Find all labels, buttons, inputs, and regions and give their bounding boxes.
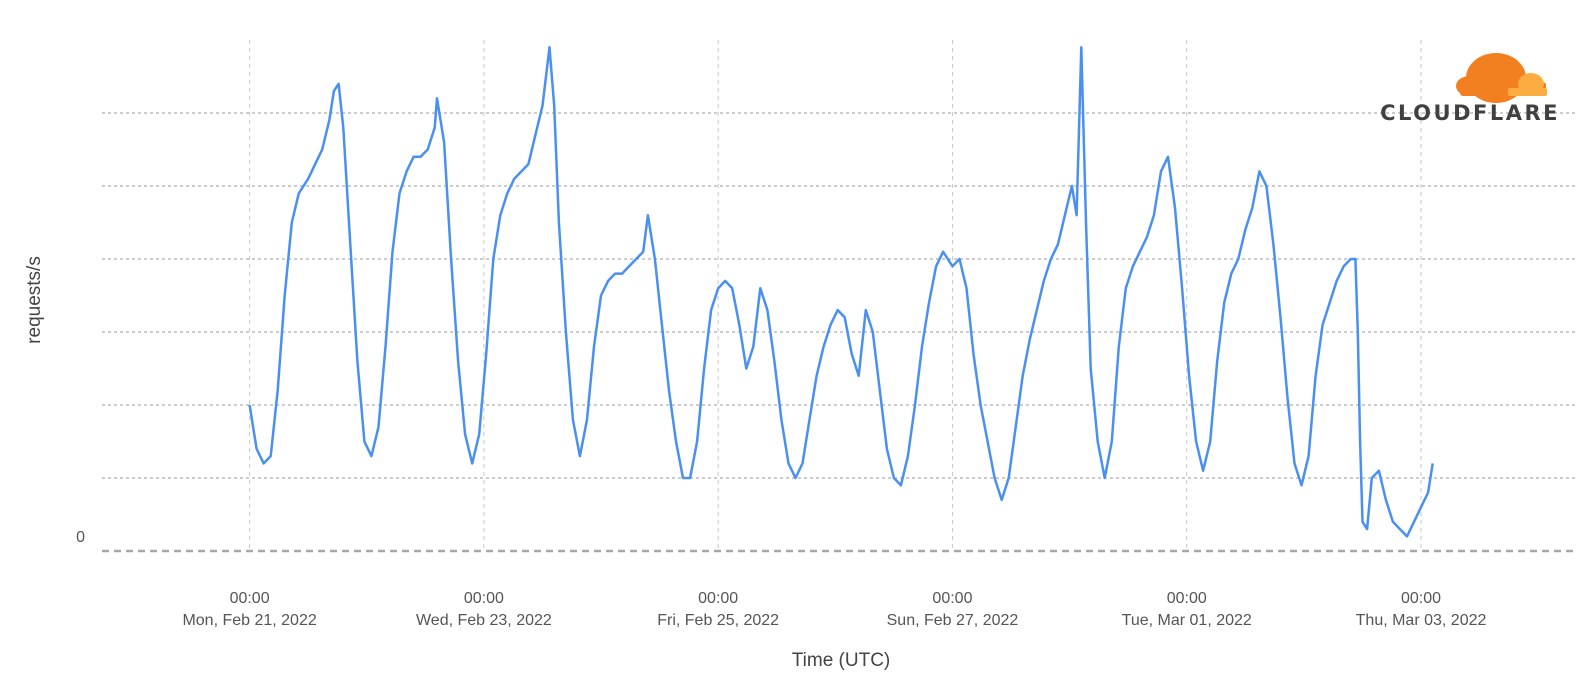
x-tick-date-label: Fri, Feb 25, 2022: [657, 612, 779, 629]
x-tick-time-label: 00:00: [1167, 590, 1207, 607]
x-tick-date-label: Sun, Feb 27, 2022: [887, 612, 1019, 629]
cloudflare-wordmark: CLOUDFLARE: [1380, 101, 1560, 125]
x-axis-title: Time (UTC): [792, 650, 891, 671]
series-layer: [248, 46, 1434, 538]
x-tick-date-label: Wed, Feb 23, 2022: [416, 612, 552, 629]
x-tick-time-label: 00:00: [230, 590, 270, 607]
x-tick-date-label: Tue, Mar 01, 2022: [1122, 612, 1252, 629]
x-tick-time-label: 00:00: [464, 590, 504, 607]
cloudflare-logo: CLOUDFLARE: [1380, 53, 1560, 125]
series-line: [248, 46, 1434, 538]
x-tick-date-label: Mon, Feb 21, 2022: [182, 612, 316, 629]
vertical-gridlines: [249, 40, 1422, 551]
y-axis-title: requests/s: [24, 256, 45, 344]
x-tick-time-label: 00:00: [932, 590, 972, 607]
x-axis-ticks: 00:00 Mon, Feb 21, 2022 00:00 Wed, Feb 23, …: [182, 590, 1486, 629]
y-axis-ticks: 0: [76, 529, 85, 546]
cloud-icon: [1456, 53, 1547, 103]
x-tick-date-label: Thu, Mar 03, 2022: [1356, 612, 1487, 629]
x-tick-time-label: 00:00: [698, 590, 738, 607]
x-tick-time-label: 00:00: [1401, 590, 1441, 607]
y-tick-label: 0: [76, 529, 85, 546]
